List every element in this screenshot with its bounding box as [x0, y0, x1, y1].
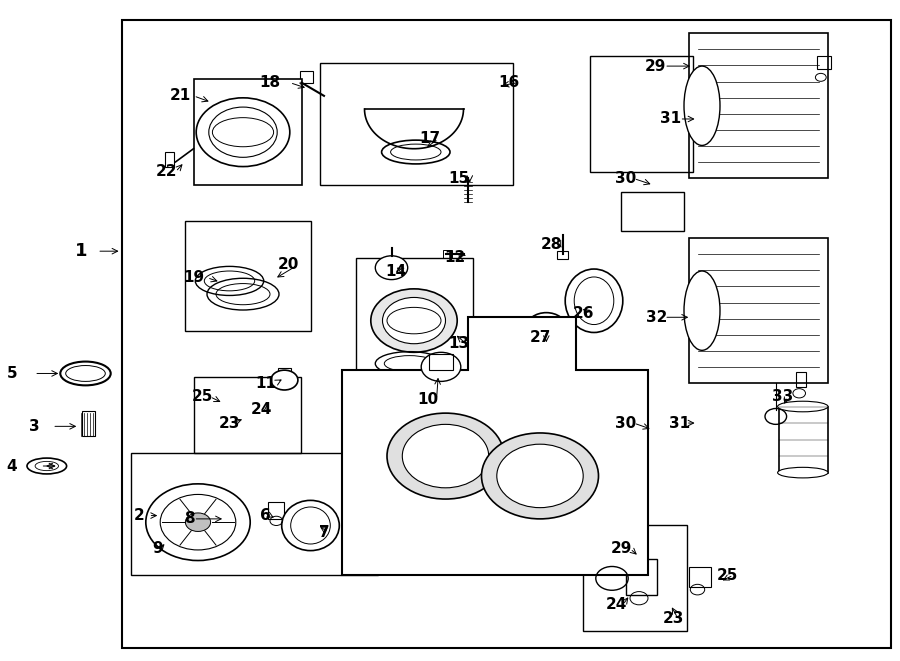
- Text: 17: 17: [419, 132, 441, 146]
- Text: 27: 27: [529, 330, 551, 344]
- Text: 14: 14: [385, 264, 407, 278]
- Text: 8: 8: [184, 512, 194, 526]
- Text: 7: 7: [319, 525, 329, 539]
- Text: 18: 18: [259, 75, 281, 90]
- Text: 23: 23: [219, 416, 240, 430]
- Text: 10: 10: [417, 393, 438, 407]
- Circle shape: [382, 297, 446, 344]
- Circle shape: [387, 413, 504, 499]
- Text: 33: 33: [772, 389, 794, 404]
- Text: 28: 28: [541, 237, 562, 252]
- Ellipse shape: [282, 500, 339, 551]
- Text: 25: 25: [716, 568, 738, 582]
- Circle shape: [196, 98, 290, 167]
- Text: 29: 29: [644, 59, 666, 73]
- Text: 23: 23: [662, 611, 684, 625]
- Text: 13: 13: [448, 336, 470, 351]
- Text: 16: 16: [498, 75, 519, 90]
- Circle shape: [371, 289, 457, 352]
- Circle shape: [482, 433, 598, 519]
- Ellipse shape: [778, 401, 828, 412]
- Circle shape: [375, 256, 408, 280]
- Text: 3: 3: [29, 419, 40, 434]
- Circle shape: [497, 444, 583, 508]
- Ellipse shape: [684, 66, 720, 145]
- Polygon shape: [342, 317, 648, 575]
- Text: 24: 24: [606, 598, 627, 612]
- Circle shape: [185, 513, 211, 531]
- Text: 5: 5: [6, 366, 17, 381]
- Text: 29: 29: [610, 541, 632, 556]
- Text: 31: 31: [669, 416, 690, 430]
- Polygon shape: [194, 79, 302, 185]
- Circle shape: [402, 424, 489, 488]
- Text: 4: 4: [6, 459, 17, 473]
- Circle shape: [421, 352, 461, 381]
- Text: 30: 30: [615, 416, 636, 430]
- Text: 6: 6: [260, 508, 271, 523]
- Text: 2: 2: [134, 508, 145, 523]
- Text: 22: 22: [156, 165, 177, 179]
- Ellipse shape: [684, 271, 720, 350]
- Text: 32: 32: [646, 310, 668, 325]
- Text: 12: 12: [444, 251, 465, 265]
- Circle shape: [146, 484, 250, 561]
- Text: 9: 9: [152, 541, 163, 556]
- Text: 11: 11: [255, 376, 276, 391]
- Text: 25: 25: [192, 389, 213, 404]
- Ellipse shape: [27, 458, 67, 474]
- Ellipse shape: [778, 467, 828, 478]
- Text: 30: 30: [615, 171, 636, 186]
- Text: 1: 1: [75, 242, 87, 260]
- Text: 15: 15: [448, 171, 470, 186]
- Circle shape: [271, 370, 298, 390]
- Text: 21: 21: [169, 89, 191, 103]
- Text: 24: 24: [250, 403, 272, 417]
- Text: 19: 19: [183, 270, 204, 285]
- Text: 20: 20: [277, 257, 299, 272]
- Text: 31: 31: [660, 112, 681, 126]
- Circle shape: [526, 313, 566, 342]
- Text: 26: 26: [572, 307, 594, 321]
